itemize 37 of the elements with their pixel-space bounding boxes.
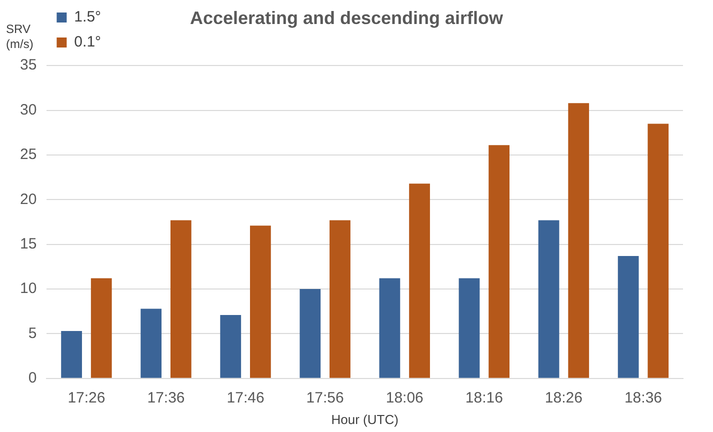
chart-title: Accelerating and descending airflow (190, 8, 504, 28)
bar (170, 220, 192, 378)
y-tick-label: 15 (20, 235, 37, 252)
x-tick-label: 18:36 (624, 390, 662, 407)
bar (61, 331, 82, 378)
bar (648, 124, 669, 378)
x-tick-label: 17:56 (306, 390, 344, 407)
bar (90, 278, 112, 378)
bar (618, 256, 639, 378)
x-tick-label: 17:26 (68, 390, 106, 407)
bar (300, 289, 321, 378)
bar (140, 308, 162, 378)
y-tick-label: 35 (20, 56, 37, 74)
x-tick-label: 18:16 (465, 390, 503, 407)
bar (458, 278, 480, 378)
y-tick-label: 20 (20, 190, 37, 208)
bar (568, 103, 590, 378)
bar (409, 184, 430, 378)
y-axis-title: SRV (m/s) (6, 22, 34, 51)
y-tick-label: 25 (20, 146, 37, 164)
x-axis-title: Hour (UTC) (331, 412, 398, 427)
y-tick-label: 30 (20, 101, 37, 118)
x-tick-label: 18:06 (386, 390, 424, 407)
y-tick-label: 10 (20, 280, 37, 298)
y-tick-label: 0 (28, 370, 37, 387)
bar (538, 220, 560, 378)
x-tick-label: 17:46 (226, 390, 264, 407)
y-tick-label: 5 (28, 324, 37, 342)
bar (488, 145, 510, 378)
bar (250, 226, 271, 378)
x-tick-label: 18:26 (544, 390, 582, 407)
legend-label: 1.5° (74, 8, 102, 26)
x-tick-label: 17:36 (147, 390, 185, 407)
bar (330, 220, 350, 378)
bar (379, 278, 400, 378)
legend-label: 0.1° (74, 34, 102, 51)
bar (220, 314, 242, 378)
